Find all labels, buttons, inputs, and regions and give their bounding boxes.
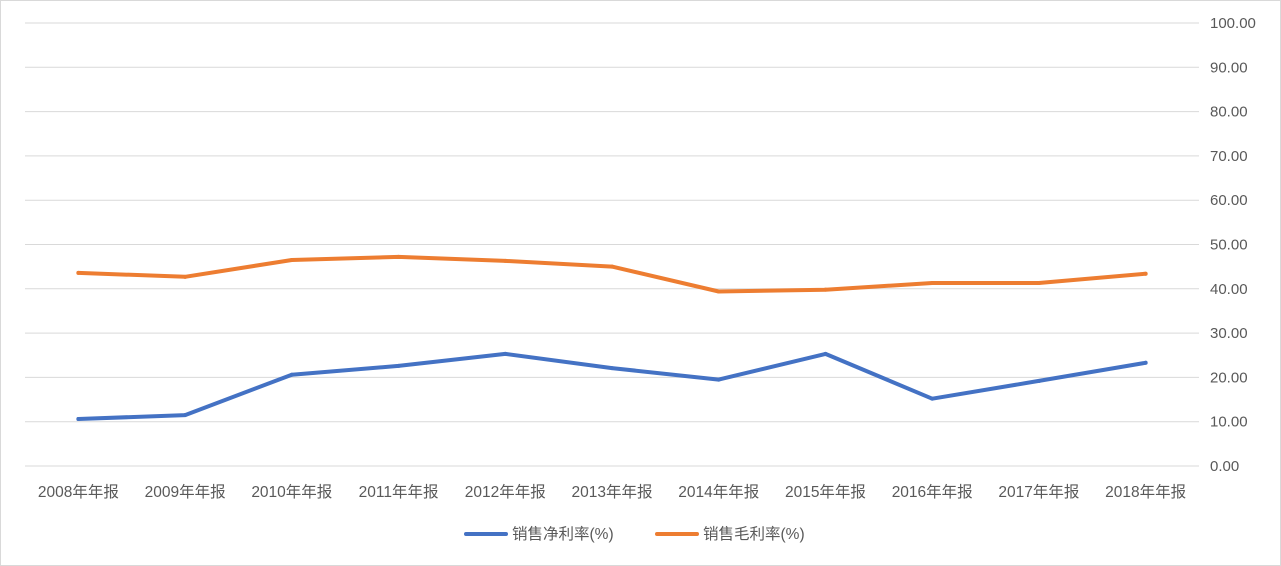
data-point [1143, 271, 1148, 276]
data-point [716, 289, 721, 294]
data-point [76, 417, 81, 422]
data-point [823, 287, 828, 292]
x-category-label: 2015年年报 [785, 483, 866, 501]
data-point [503, 258, 508, 263]
y-tick-label: 20.00 [1210, 369, 1248, 386]
y-tick-label: 0.00 [1210, 458, 1239, 475]
data-point [183, 413, 188, 418]
data-point [1036, 378, 1041, 383]
y-tick-label: 30.00 [1210, 325, 1248, 342]
data-point [930, 396, 935, 401]
x-category-label: 2010年年报 [251, 483, 332, 501]
y-tick-label: 100.00 [1210, 15, 1256, 32]
data-point [503, 351, 508, 356]
legend-label-0: 销售净利率(%) [512, 525, 614, 543]
data-point [289, 258, 294, 263]
y-tick-label: 80.00 [1210, 104, 1248, 121]
data-point [716, 377, 721, 382]
x-category-label: 2017年年报 [998, 483, 1079, 501]
data-point [1143, 360, 1148, 365]
data-point [76, 270, 81, 275]
data-point [610, 366, 614, 371]
y-axis-tick-labels: 0.00 10.00 20.00 30.00 40.00 50.00 60.00 70.00 8… [1210, 15, 1256, 475]
data-point [1036, 281, 1041, 286]
x-category-label: 2014年年报 [678, 483, 759, 501]
x-category-label: 2013年年报 [572, 483, 653, 501]
series-lines [76, 254, 1148, 422]
x-category-label: 2016年年报 [892, 483, 973, 501]
gridlines [25, 22, 1199, 467]
data-point [396, 254, 401, 259]
y-tick-label: 40.00 [1210, 281, 1248, 298]
x-category-label: 2009年年报 [145, 483, 226, 501]
legend: 销售净利率(%) 销售毛利率(%) [464, 525, 805, 543]
x-axis-category-labels: 2008年年报 2009年年报 2010年年报 2011年年报 2012年年报 2013年… [38, 483, 1186, 501]
y-tick-label: 60.00 [1210, 192, 1248, 209]
x-category-label: 2011年年报 [359, 483, 439, 501]
series-line-1 [76, 254, 1148, 294]
x-category-label: 2012年年报 [465, 483, 546, 501]
y-tick-label: 50.00 [1210, 237, 1248, 254]
data-point [930, 281, 935, 286]
legend-label-1: 销售毛利率(%) [703, 525, 805, 543]
series-line-0 [76, 351, 1148, 421]
y-tick-label: 90.00 [1210, 59, 1248, 76]
x-category-label: 2018年年报 [1105, 483, 1186, 501]
y-tick-label: 10.00 [1210, 414, 1248, 431]
data-point [823, 351, 828, 356]
y-tick-label: 70.00 [1210, 148, 1248, 165]
data-point [289, 372, 294, 377]
data-point [610, 264, 614, 269]
data-point [396, 363, 401, 368]
data-point [183, 274, 188, 279]
x-category-label: 2008年年报 [38, 483, 119, 501]
